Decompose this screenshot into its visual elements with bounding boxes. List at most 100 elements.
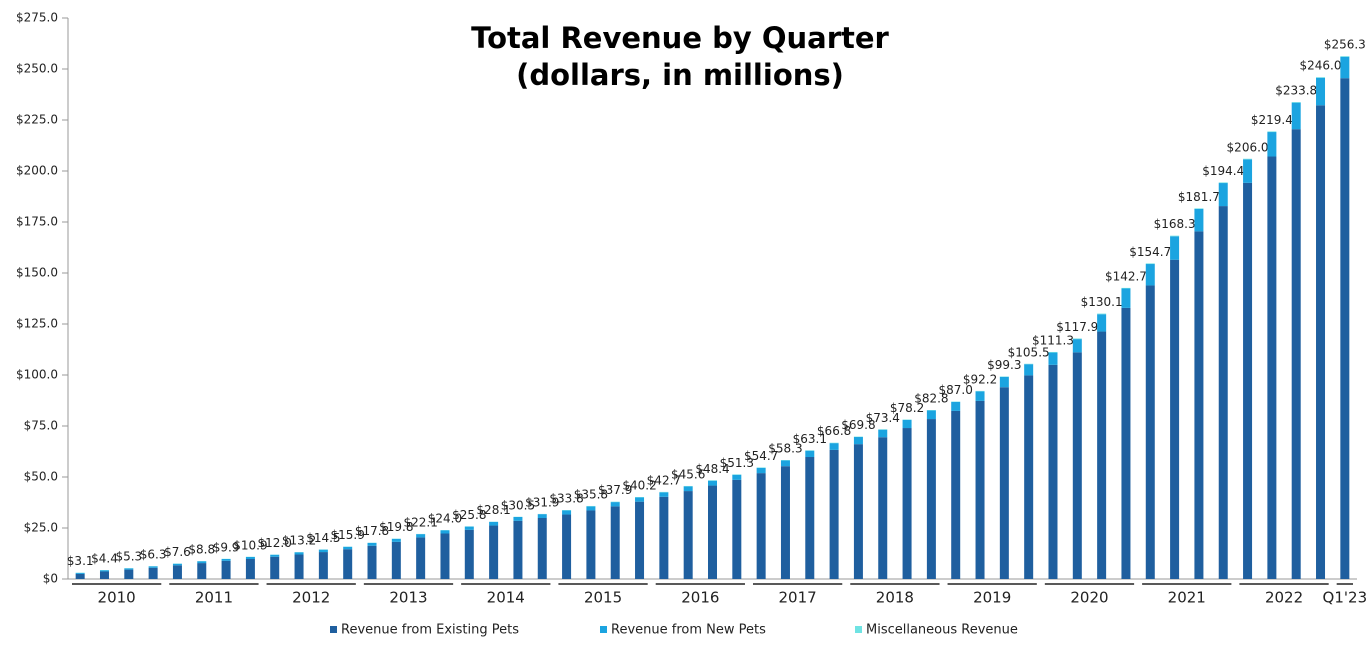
bar-segment xyxy=(537,514,547,519)
bar-segment xyxy=(926,410,936,420)
bar-segment xyxy=(1218,183,1228,207)
bar-segment xyxy=(829,443,839,450)
bar-segment xyxy=(902,428,912,579)
bar-segment xyxy=(75,573,85,579)
bar-segment xyxy=(391,541,401,579)
group-label: 2011 xyxy=(195,589,233,607)
bar-segment xyxy=(756,467,766,474)
bar-segment xyxy=(1267,132,1277,157)
value-label: $219.4 xyxy=(1251,113,1293,127)
bar-segment xyxy=(221,560,231,579)
group-label: 2018 xyxy=(876,589,914,607)
value-label: $63.1 xyxy=(793,432,827,446)
bar-segment xyxy=(318,552,328,579)
bar-segment xyxy=(1097,313,1107,315)
bar-segment xyxy=(318,549,328,553)
bar-segment xyxy=(489,521,499,526)
value-label: $35.8 xyxy=(574,487,608,501)
group-label: 2014 xyxy=(487,589,525,607)
bar-segment xyxy=(99,571,109,579)
bar-segment xyxy=(1072,339,1082,353)
bar-segment xyxy=(708,485,717,579)
bar-segment xyxy=(75,572,85,574)
bar-segment xyxy=(1316,77,1326,106)
bar-segment xyxy=(756,473,766,579)
bar-segment xyxy=(683,486,693,492)
bar-segment xyxy=(294,552,304,555)
bar-segment xyxy=(99,570,109,572)
bar-segment xyxy=(1194,231,1204,579)
bar-segment xyxy=(1072,352,1082,579)
group-label: 2016 xyxy=(681,589,719,607)
value-label: $78.2 xyxy=(890,401,924,415)
bar-segment xyxy=(853,437,863,445)
value-label: $246.0 xyxy=(1300,59,1342,73)
value-label: $24.0 xyxy=(428,512,462,526)
bar-segment xyxy=(975,391,985,401)
value-label: $87.0 xyxy=(939,383,973,397)
value-label: $105.5 xyxy=(1008,345,1050,359)
bar-segment xyxy=(1121,307,1131,579)
value-label: $66.8 xyxy=(817,424,851,438)
value-label: $4.4 xyxy=(91,552,118,566)
bar-segment xyxy=(926,419,936,579)
value-label: $22.1 xyxy=(403,515,437,529)
legend-swatch xyxy=(600,626,607,633)
value-label: $142.7 xyxy=(1105,269,1147,283)
bar-segment xyxy=(343,546,353,550)
bar-segment xyxy=(270,556,280,579)
bar-segment xyxy=(1291,129,1301,579)
bar-segment xyxy=(172,565,182,579)
bar-segment xyxy=(124,569,134,579)
bar-segment xyxy=(659,492,669,497)
group-label: 2020 xyxy=(1070,589,1108,607)
bar-segment xyxy=(367,542,377,546)
chart-title: Total Revenue by Quarter xyxy=(471,21,889,55)
value-label: $168.3 xyxy=(1154,217,1196,231)
value-label: $6.3 xyxy=(140,548,167,562)
bar-segment xyxy=(902,419,912,429)
bar-segment xyxy=(416,534,426,538)
y-tick-label: $125.0 xyxy=(16,317,58,331)
bar-segment xyxy=(683,491,693,579)
bar-segment xyxy=(1243,182,1253,579)
value-label: $28.1 xyxy=(476,503,510,517)
bar-segment xyxy=(1267,131,1277,133)
y-tick-label: $275.0 xyxy=(16,11,58,25)
value-label: $130.1 xyxy=(1081,295,1123,309)
bar-segment xyxy=(610,506,620,579)
legend-label: Revenue from New Pets xyxy=(611,623,766,638)
bar-segment xyxy=(513,520,523,579)
bar-segment xyxy=(829,449,839,579)
bar-segment xyxy=(878,437,888,579)
bar-segment xyxy=(464,529,474,579)
y-tick-label: $225.0 xyxy=(16,113,58,127)
bar-segment xyxy=(1072,338,1082,340)
bar-segment xyxy=(367,545,377,579)
bar-segment xyxy=(1048,351,1058,353)
bar-segment xyxy=(1267,156,1277,580)
group-label: 2013 xyxy=(389,589,427,607)
y-tick-label: $0 xyxy=(43,572,58,586)
y-tick-label: $75.0 xyxy=(24,419,58,433)
bar-segment xyxy=(416,537,426,579)
bar-segment xyxy=(197,561,207,564)
bar-segment xyxy=(1340,56,1350,79)
bar-segment xyxy=(270,554,280,557)
bar-segment xyxy=(221,559,231,561)
bar-segment xyxy=(635,497,645,502)
value-label: $54.7 xyxy=(744,449,778,463)
bar-segment xyxy=(343,549,353,579)
bar-segment xyxy=(1243,159,1253,183)
bar-segment xyxy=(1194,208,1204,232)
group-label: 2010 xyxy=(98,589,136,607)
bar-segment xyxy=(1316,105,1326,579)
value-label: $154.7 xyxy=(1129,245,1171,259)
bar-segment xyxy=(659,496,669,579)
value-label: $10.9 xyxy=(233,538,267,552)
bar-segment xyxy=(780,466,790,579)
bar-segment xyxy=(1170,236,1180,260)
bar-segment xyxy=(245,556,255,560)
y-tick-label: $100.0 xyxy=(16,368,58,382)
value-label: $233.8 xyxy=(1275,84,1317,98)
